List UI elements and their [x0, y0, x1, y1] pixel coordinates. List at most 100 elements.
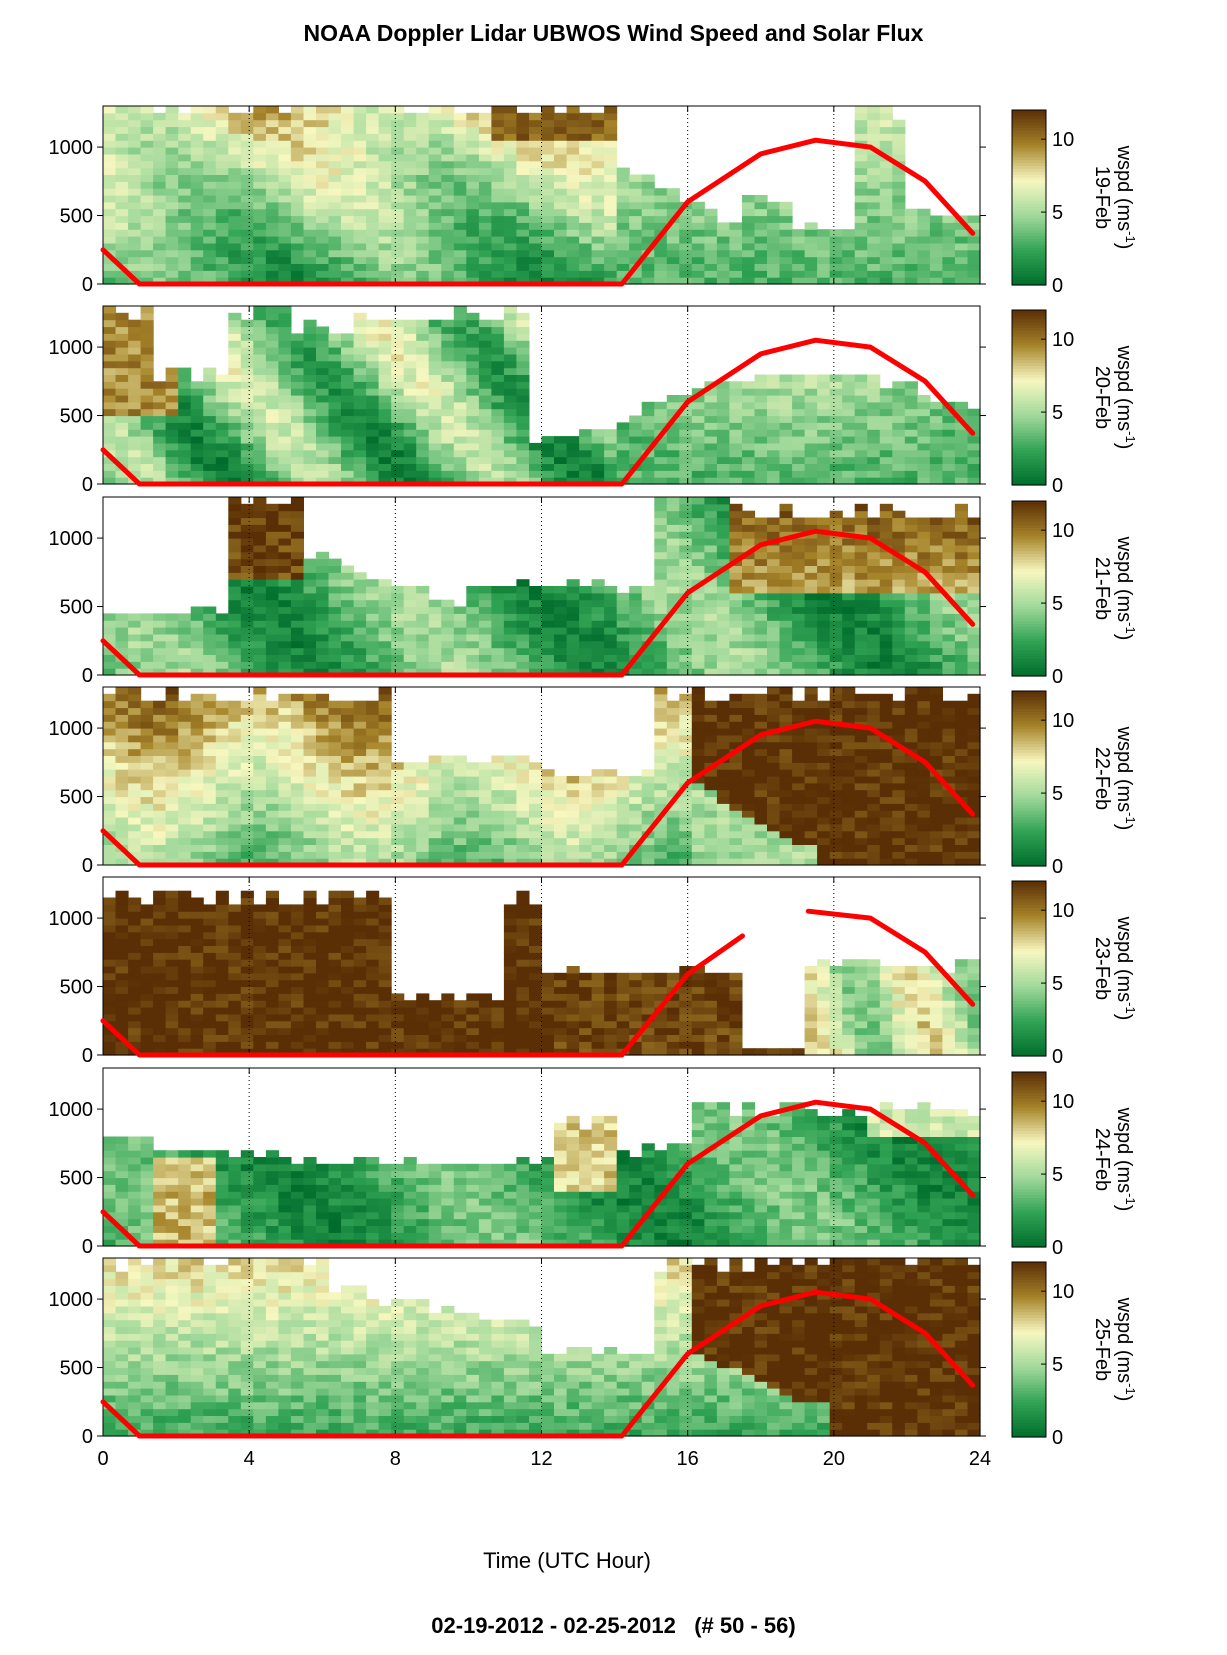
heatmap-cell: [742, 538, 756, 546]
heatmap-cell: [115, 153, 129, 162]
heatmap-cell: [967, 668, 981, 676]
heatmap-cell: [478, 395, 492, 403]
heatmap-cell: [942, 661, 956, 669]
heatmap-cell: [290, 436, 304, 444]
heatmap-cell: [140, 388, 154, 396]
heatmap-cell: [792, 586, 806, 594]
heatmap-cell: [290, 810, 304, 818]
heatmap-cell: [190, 830, 204, 839]
heatmap-cell: [165, 830, 179, 839]
heatmap-cell: [466, 627, 480, 635]
heatmap-cell: [742, 215, 756, 223]
heatmap-cell: [265, 374, 279, 382]
heatmap-cell: [290, 517, 304, 525]
heatmap-cell: [954, 463, 968, 471]
colorbar-segment: [1012, 255, 1046, 260]
heatmap-cell: [378, 442, 392, 451]
heatmap-cell: [428, 147, 442, 155]
heatmap-cell: [716, 668, 730, 676]
heatmap-cell: [341, 810, 355, 818]
heatmap-cell: [165, 222, 179, 230]
heatmap-cell: [290, 215, 304, 223]
heatmap-cell: [666, 201, 680, 210]
heatmap-cell: [679, 408, 693, 417]
colorbar-segment: [1012, 374, 1046, 378]
heatmap-cell: [178, 374, 192, 382]
heatmap-cell: [215, 388, 229, 396]
heatmap-cell: [353, 817, 367, 825]
heatmap-cell: [478, 599, 492, 608]
heatmap-cell: [115, 270, 129, 278]
heatmap-cell: [767, 415, 781, 423]
heatmap-cell: [604, 106, 618, 114]
colorbar-segment: [1012, 310, 1046, 314]
heatmap-cell: [441, 167, 455, 175]
heatmap-cell: [566, 174, 580, 182]
heatmap-cell: [629, 242, 643, 251]
heatmap-cell: [466, 188, 480, 196]
heatmap-cell: [767, 572, 781, 580]
heatmap-cell: [378, 429, 392, 437]
heatmap-cell: [165, 613, 179, 621]
heatmap-cell: [253, 633, 267, 642]
heatmap-cell: [366, 195, 380, 203]
y-tick-label: 1000: [49, 137, 94, 159]
heatmap-cell: [391, 858, 405, 866]
heatmap-cell: [529, 229, 543, 237]
panel-date-label: 19-Feb: [1091, 166, 1113, 229]
heatmap-cell: [867, 544, 881, 553]
heatmap-cell: [641, 654, 655, 662]
heatmap-cell: [378, 700, 392, 709]
heatmap-cell: [679, 647, 693, 655]
colorbar-segment: [1012, 420, 1046, 425]
heatmap-cell: [541, 449, 555, 458]
heatmap-cell: [503, 796, 517, 804]
heatmap-cell: [366, 277, 380, 285]
heatmap-cell: [178, 229, 192, 237]
heatmap-cell: [804, 401, 818, 410]
heatmap-cell: [240, 579, 254, 587]
heatmap-20-Feb: [103, 306, 981, 485]
heatmap-cell: [278, 195, 292, 203]
heatmap-cell: [629, 256, 643, 264]
heatmap-cell: [904, 401, 918, 410]
heatmap-cell: [328, 463, 342, 471]
heatmap-cell: [478, 654, 492, 662]
heatmap-cell: [341, 700, 355, 709]
heatmap-cell: [579, 153, 593, 162]
heatmap-cell: [265, 119, 279, 128]
heatmap-cell: [679, 222, 693, 230]
heatmap-cell: [403, 613, 417, 621]
heatmap-cell: [516, 789, 530, 798]
heatmap-cell: [265, 442, 279, 451]
heatmap-cell: [391, 449, 405, 458]
heatmap-cell: [416, 647, 430, 655]
heatmap-cell: [428, 340, 442, 348]
heatmap-cell: [228, 728, 242, 736]
heatmap-cell: [466, 229, 480, 237]
heatmap-cell: [516, 242, 530, 251]
heatmap-cell: [265, 707, 279, 715]
colorbar-segment: [1012, 359, 1046, 364]
heatmap-cell: [103, 661, 117, 669]
heatmap-cell: [541, 633, 555, 642]
heatmap-cell: [303, 558, 317, 566]
heatmap-cell: [767, 449, 781, 458]
heatmap-cell: [278, 306, 292, 314]
heatmap-cell: [604, 592, 618, 601]
heatmap-cell: [742, 395, 756, 403]
colorbar-segment: [1012, 380, 1046, 384]
heatmap-cell: [103, 347, 117, 355]
heatmap-cell: [541, 112, 555, 121]
heatmap-cell: [503, 586, 517, 594]
heatmap-cell: [767, 586, 781, 594]
heatmap-cell: [641, 174, 655, 182]
heatmap-cell: [792, 572, 806, 580]
heatmap-cell: [879, 174, 893, 182]
heatmap-cell: [428, 160, 442, 169]
heatmap-cell: [691, 201, 705, 210]
heatmap-cell: [203, 167, 217, 175]
heatmap-cell: [290, 734, 304, 743]
heatmap-cell: [416, 436, 430, 444]
heatmap-cell: [654, 270, 668, 278]
